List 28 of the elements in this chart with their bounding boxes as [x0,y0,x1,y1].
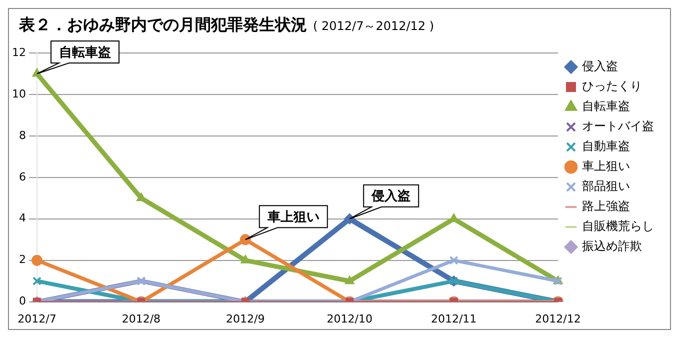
legend-label: 振込め詐欺 [582,239,642,254]
y-tick-label: 4 [18,212,26,225]
legend-label: 自販機荒らし [582,219,654,234]
x-tick-label: 2012/10 [326,312,372,326]
annotation: 自転車盗 [58,45,111,60]
y-tick-label: 6 [18,170,26,184]
y-tick-label: 2 [18,253,26,266]
y-tick-label: 12 [12,46,26,59]
legend-label: 車上狙い [582,159,630,174]
x-tick-label: 2012/7 [18,312,56,326]
x-tick-label: 2012/8 [122,312,161,326]
x-tick-label: 2012/11 [430,312,477,326]
chart-subtitle: ( 2012/7～2012/12 ) [313,19,434,33]
annotation: 車上狙い [266,210,320,225]
legend-label: 自動車盗 [582,139,630,154]
legend-label: 侵入盗 [582,59,618,74]
legend-label: オートバイ盗 [582,119,654,134]
chart-title: 表２．おゆみ野内での月間犯罪発生状況 [19,15,307,34]
legend-label: 自転車盗 [582,99,630,114]
y-tick-label: 8 [18,128,26,142]
legend-label: 路上強盗 [582,199,630,214]
y-tick-label: 0 [18,294,26,308]
x-tick-label: 2012/12 [535,312,581,326]
y-tick-label: 10 [12,87,26,100]
legend-label: 部品狙い [582,179,630,194]
annotation: 侵入盗 [370,188,411,204]
legend-label: ひったくり [582,79,642,94]
x-tick-label: 2012/9 [226,312,265,326]
